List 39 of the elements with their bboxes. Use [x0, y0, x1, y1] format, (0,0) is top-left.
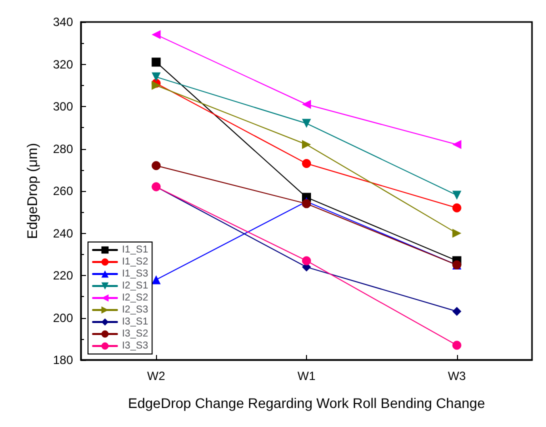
y-tick-label: 180: [52, 353, 74, 367]
y-tick-label: 320: [52, 57, 74, 72]
y-tick-label: 220: [52, 268, 74, 282]
point: [152, 275, 161, 284]
legend-label: I3_S3: [122, 340, 149, 352]
legend-label: I3_S2: [122, 328, 149, 340]
legend-label: I2_S3: [122, 304, 149, 316]
point: [452, 190, 462, 200]
point: [152, 58, 161, 67]
legend-label: I1_S1: [122, 244, 149, 256]
x-tick-label: W1: [298, 369, 316, 383]
point: [452, 228, 462, 238]
point: [152, 161, 161, 170]
y-tick-label: 280: [52, 142, 74, 156]
point: [302, 100, 311, 109]
legend-label: I3_S1: [122, 316, 149, 328]
point: [152, 72, 161, 82]
x-tick-label: W3: [448, 369, 466, 383]
y-tick-label: 260: [52, 184, 74, 198]
x-tick-label: W2: [147, 369, 166, 383]
legend-label: I2_S2: [122, 292, 149, 304]
x-axis-title: EdgeDrop Change Regarding Work Roll Bending Change: [128, 395, 486, 411]
point: [452, 203, 462, 212]
point: [302, 118, 311, 128]
point: [452, 340, 462, 350]
point: [302, 256, 311, 266]
y-tick-label: 240: [52, 226, 74, 240]
y-tick-label: 200: [52, 310, 74, 325]
point: [152, 30, 161, 40]
y-axis-title: EdgeDrop (μm): [24, 143, 40, 239]
point: [302, 140, 311, 150]
legend-label: I2_S1: [122, 280, 149, 292]
y-tick-label: 300: [52, 100, 74, 114]
y-tick-label: 340: [52, 15, 74, 29]
point: [452, 306, 462, 316]
point: [452, 140, 462, 150]
legend-label: I1_S3: [122, 268, 149, 280]
point: [302, 159, 311, 168]
legend-label: I1_S2: [122, 256, 149, 268]
